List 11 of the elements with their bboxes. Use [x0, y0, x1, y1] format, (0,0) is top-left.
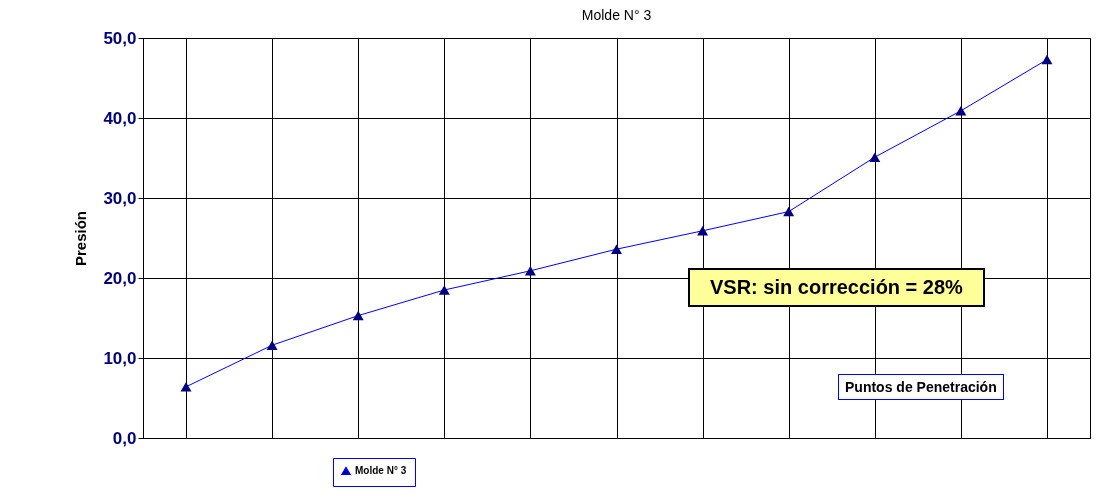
y-tick-label: 40,0 — [103, 108, 137, 128]
y-tick-label: 30,0 — [103, 188, 137, 208]
y-tick-label: 0,0 — [112, 428, 137, 448]
annotation: Puntos de Penetración — [838, 374, 1004, 400]
y-tick-label: 10,0 — [103, 348, 137, 368]
chart-title: Molde N° 3 — [581, 7, 652, 23]
y-tick-label: 20,0 — [103, 268, 137, 288]
y-axis-title: Presión — [72, 210, 90, 267]
annotation: VSR: sin corrección = 28% — [688, 268, 985, 307]
y-tick-label: 50,0 — [103, 28, 137, 48]
legend-label: Molde N° 3 — [355, 465, 407, 476]
